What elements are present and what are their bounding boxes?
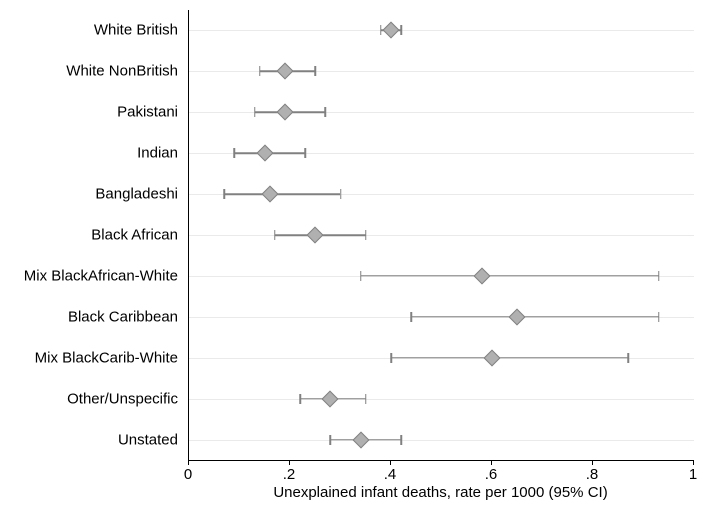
y-tick-label: White British xyxy=(0,22,178,39)
y-tick-label: Unstated xyxy=(0,431,178,448)
point-marker xyxy=(276,104,293,121)
x-tick xyxy=(188,460,189,465)
y-tick-label: Mix BlackCarib-White xyxy=(0,349,178,366)
error-cap-low xyxy=(254,107,256,117)
y-tick-label: Other/Unspecific xyxy=(0,390,178,407)
y-tick-label: Indian xyxy=(0,145,178,162)
plot-area xyxy=(188,10,694,461)
error-cap-low xyxy=(330,435,332,445)
x-tick-label: 1 xyxy=(689,466,697,483)
gridline xyxy=(189,30,694,31)
y-tick-label: Black African xyxy=(0,227,178,244)
point-marker xyxy=(276,63,293,80)
error-cap-high xyxy=(400,435,402,445)
point-marker xyxy=(484,349,501,366)
point-marker xyxy=(307,227,324,244)
point-marker xyxy=(256,145,273,162)
error-cap-low xyxy=(224,189,226,199)
error-cap-low xyxy=(390,353,392,363)
x-tick-label: .2 xyxy=(283,466,296,483)
x-tick xyxy=(592,460,593,465)
error-cap-low xyxy=(360,271,362,281)
point-marker xyxy=(352,431,369,448)
error-cap-low xyxy=(299,394,301,404)
x-tick-label: 0 xyxy=(184,466,192,483)
error-bar xyxy=(391,357,628,359)
point-marker xyxy=(322,390,339,407)
error-cap-low xyxy=(234,148,236,158)
y-tick-label: Pakistani xyxy=(0,104,178,121)
gridline xyxy=(189,399,694,400)
x-tick-label: .8 xyxy=(586,466,599,483)
y-tick-label: White NonBritish xyxy=(0,63,178,80)
gridline xyxy=(189,440,694,441)
point-marker xyxy=(509,308,526,325)
x-tick-label: .4 xyxy=(384,466,397,483)
error-cap-low xyxy=(410,312,412,322)
error-cap-high xyxy=(658,312,660,322)
error-cap-low xyxy=(274,230,276,240)
x-tick xyxy=(491,460,492,465)
x-tick-label: .6 xyxy=(485,466,498,483)
error-bar xyxy=(224,193,340,195)
point-marker xyxy=(261,186,278,203)
y-tick-label: Mix BlackAfrican-White xyxy=(0,267,178,284)
error-cap-high xyxy=(365,394,367,404)
error-cap-high xyxy=(315,66,317,76)
error-cap-high xyxy=(400,25,402,35)
error-cap-high xyxy=(628,353,630,363)
error-cap-high xyxy=(365,230,367,240)
forest-plot: White British White NonBritish Pakistani In… xyxy=(0,0,708,511)
x-axis-title: Unexplained infant deaths, rate per 1000… xyxy=(188,484,693,501)
error-cap-low xyxy=(259,66,261,76)
y-tick-label: Black Caribbean xyxy=(0,308,178,325)
gridline xyxy=(189,235,694,236)
y-tick-label: Bangladeshi xyxy=(0,186,178,203)
error-cap-low xyxy=(380,25,382,35)
x-tick xyxy=(390,460,391,465)
error-cap-high xyxy=(325,107,327,117)
error-bar xyxy=(411,316,658,318)
point-marker xyxy=(383,22,400,39)
error-cap-high xyxy=(340,189,342,199)
error-bar xyxy=(361,275,659,277)
x-tick xyxy=(693,460,694,465)
error-cap-high xyxy=(658,271,660,281)
error-cap-high xyxy=(304,148,306,158)
x-tick xyxy=(289,460,290,465)
point-marker xyxy=(473,267,490,284)
